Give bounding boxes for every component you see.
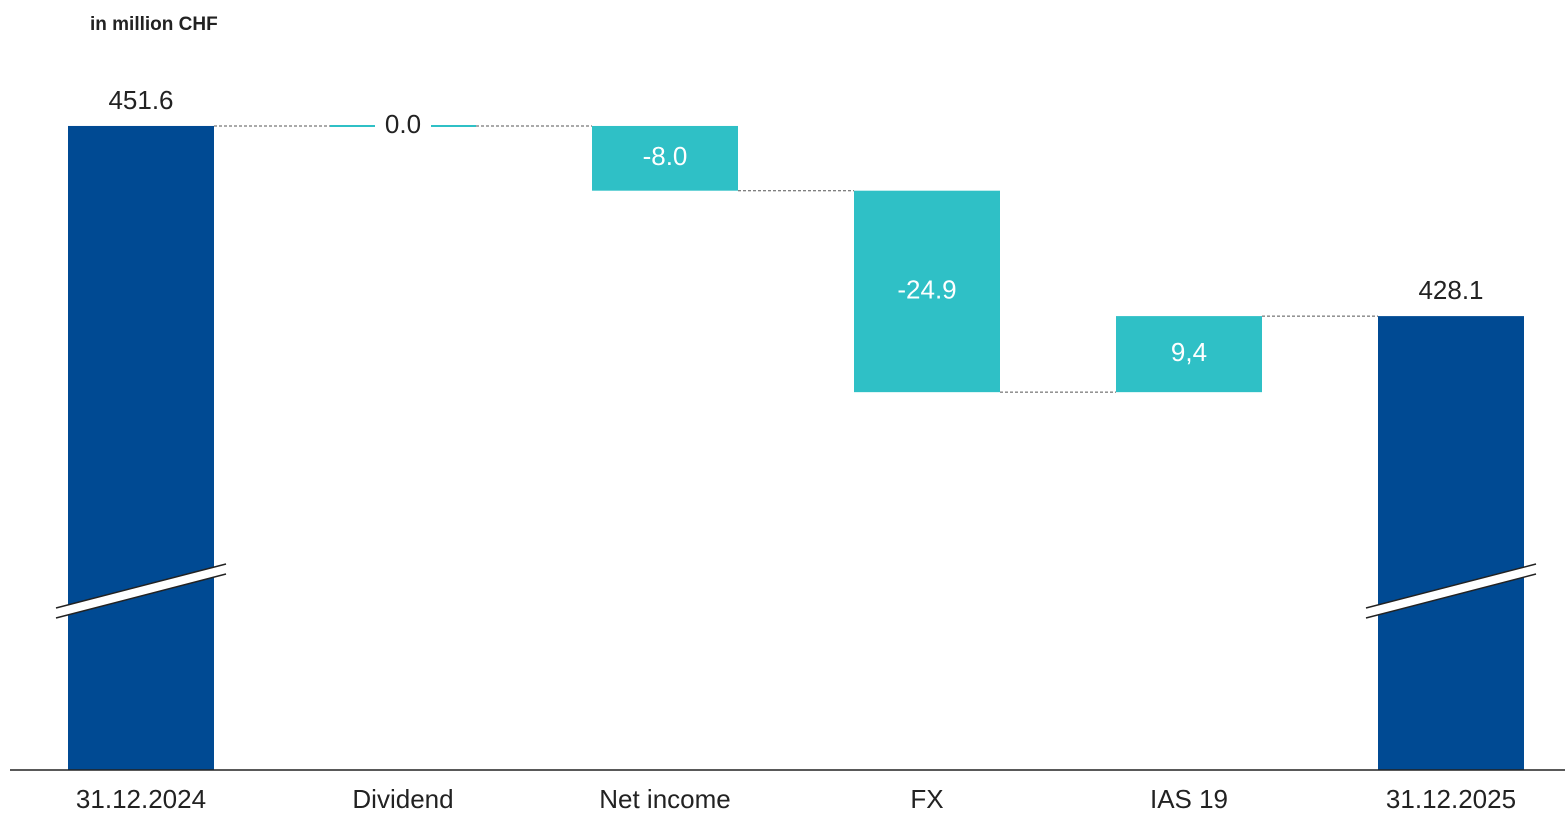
value-label: 428.1 xyxy=(1418,275,1483,305)
x-tick-label: IAS 19 xyxy=(1150,784,1228,814)
x-tick-label: Dividend xyxy=(352,784,453,814)
delta-bar xyxy=(1116,316,1262,393)
value-label: 451.6 xyxy=(108,85,173,115)
axis-break xyxy=(1366,564,1536,618)
axis-break xyxy=(55,573,227,619)
value-label: -24.9 xyxy=(897,274,956,304)
x-tick-label: 31.12.2024 xyxy=(76,784,206,814)
total-bar xyxy=(1378,316,1524,770)
axis-break xyxy=(1365,563,1537,609)
x-tick-label: Net income xyxy=(599,784,731,814)
total-bar xyxy=(68,125,214,771)
value-label: 0.0 xyxy=(385,109,421,139)
chart-subtitle: in million CHF xyxy=(90,14,218,35)
axis-break xyxy=(1365,573,1537,619)
x-tick-label: FX xyxy=(910,784,943,814)
value-label: -8.0 xyxy=(643,141,688,171)
delta-bar xyxy=(592,125,738,191)
axis-break xyxy=(56,564,226,618)
delta-bar xyxy=(854,190,1000,393)
x-tick-label: 31.12.2025 xyxy=(1386,784,1516,814)
axis-break xyxy=(55,563,227,609)
value-label: 9,4 xyxy=(1171,337,1207,367)
